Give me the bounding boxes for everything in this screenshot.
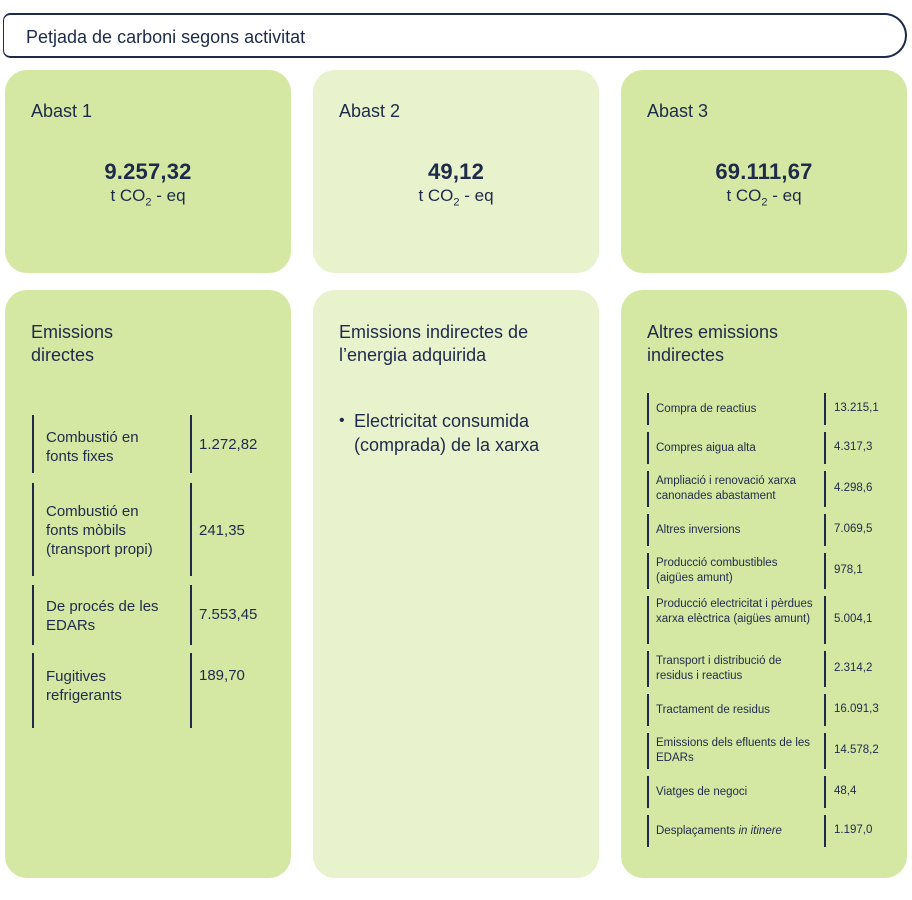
divider	[190, 415, 192, 473]
row-value: 1.272,82	[199, 436, 258, 453]
divider	[32, 653, 34, 728]
page-title: Petjada de carboni segons activitat	[26, 27, 306, 47]
divider	[647, 393, 649, 425]
divider	[647, 514, 649, 546]
row-label: Compra de reactius	[656, 403, 757, 415]
direct-emissions-card: Emissions directes Combustió en fonts fi…	[5, 290, 291, 878]
abast-3-card: Abast 3 69.111,67 t CO2 - eq	[621, 70, 907, 273]
row-label: Desplaçaments in itinere	[656, 825, 782, 837]
row-value: 189,70	[199, 667, 245, 684]
row-value: 7.069,5	[834, 523, 873, 535]
bullet-icon: •	[339, 412, 345, 429]
divider	[824, 393, 826, 425]
row-label: Emissions dels efluents de les EDARs	[656, 737, 811, 764]
divider	[824, 553, 826, 589]
list-item: Transport i distribució de residus i rea…	[647, 651, 887, 687]
divider	[190, 653, 192, 728]
divider	[647, 694, 649, 726]
section-title: Emissions indirectes de l’energia adquir…	[339, 322, 529, 365]
list-item: Compres aigua alta 4.317,3	[647, 432, 887, 464]
row-value: 16.091,3	[834, 703, 879, 715]
abast-1-card: Abast 1 9.257,32 t CO2 - eq	[5, 70, 291, 273]
list-item: Ampliació i renovació xarxa canonades ab…	[647, 471, 887, 507]
row-label: Compres aigua alta	[656, 442, 756, 454]
row-value: 13.215,1	[834, 402, 879, 414]
abast-value: 9.257,32	[104, 159, 192, 184]
energy-emissions-card: Emissions indirectes de l’energia adquir…	[313, 290, 599, 878]
list-item: Fugitives refrigerants 189,70	[32, 653, 272, 728]
divider	[647, 553, 649, 589]
list-item: Compra de reactius 13.215,1	[647, 393, 887, 425]
row-value: 978,1	[834, 564, 863, 576]
divider	[190, 585, 192, 645]
row-value: 1.197,0	[834, 824, 873, 836]
abast-unit: t CO2 - eq	[418, 186, 494, 209]
list-item: Viatges de negoci 48,4	[647, 776, 887, 808]
divider	[647, 815, 649, 847]
row-label: Tractament de residus	[656, 704, 770, 716]
divider	[824, 596, 826, 644]
row-value: 14.578,2	[834, 744, 879, 756]
row-label: Fugitives refrigerants	[46, 668, 122, 704]
header-banner: Petjada de carboni segons activitat	[3, 13, 907, 58]
list-item: Emissions dels efluents de les EDARs 14.…	[647, 733, 887, 769]
list-item: • Electricitat consumida (comprada) de l…	[339, 409, 594, 457]
list-item: Producció combustibles (aigües amunt) 97…	[647, 553, 887, 589]
divider	[32, 483, 34, 576]
divider	[824, 432, 826, 464]
abast-2-card: Abast 2 49,12 t CO2 - eq	[313, 70, 599, 273]
divider	[190, 483, 192, 576]
divider	[647, 471, 649, 507]
list-item: Desplaçaments in itinere 1.197,0	[647, 815, 887, 847]
row-label: Combustió en fonts mòbils (transport pro…	[46, 503, 153, 558]
divider	[824, 651, 826, 687]
row-value: 4.317,3	[834, 441, 873, 453]
list-item: Combustió en fonts fixes 1.272,82	[32, 415, 272, 473]
divider	[824, 471, 826, 507]
abast-unit: t CO2 - eq	[726, 186, 802, 209]
list-item: Combustió en fonts mòbils (transport pro…	[32, 483, 272, 576]
row-label: Transport i distribució de residus i rea…	[656, 655, 782, 682]
list-item: Producció electricitat i pèrdues xarxa e…	[647, 596, 887, 644]
abast-label: Abast 1	[31, 101, 93, 121]
abast-value: 49,12	[427, 159, 485, 184]
divider	[824, 815, 826, 847]
item-text: Electricitat consumida (comprada) de la …	[354, 411, 540, 455]
row-value: 7.553,45	[199, 606, 258, 623]
divider	[824, 514, 826, 546]
section-title: Emissions directes	[31, 322, 114, 365]
row-value: 241,35	[199, 522, 245, 539]
divider	[32, 585, 34, 645]
divider	[824, 694, 826, 726]
row-label: Producció electricitat i pèrdues xarxa e…	[656, 598, 813, 625]
divider	[824, 733, 826, 769]
row-value: 4.298,6	[834, 482, 873, 494]
row-label: Ampliació i renovació xarxa canonades ab…	[656, 475, 796, 502]
abast-value: 69.111,67	[715, 159, 813, 184]
row-label: De procés de les EDARs	[46, 598, 159, 634]
divider	[824, 776, 826, 808]
other-emissions-card: Altres emissions indirectes Compra de re…	[621, 290, 907, 878]
divider	[647, 733, 649, 769]
list-item: Tractament de residus 16.091,3	[647, 694, 887, 726]
list-item: Altres inversions 7.069,5	[647, 514, 887, 546]
abast-label: Abast 3	[647, 101, 709, 121]
abast-unit: t CO2 - eq	[110, 186, 186, 209]
row-label: Viatges de negoci	[656, 786, 748, 798]
section-title: Altres emissions indirectes	[647, 322, 779, 365]
row-value: 2.314,2	[834, 662, 873, 674]
row-label: Combustió en fonts fixes	[46, 429, 139, 465]
divider	[647, 651, 649, 687]
row-value: 48,4	[834, 785, 857, 797]
row-value: 5.004,1	[834, 613, 873, 625]
divider	[647, 776, 649, 808]
divider	[647, 432, 649, 464]
row-label: Producció combustibles (aigües amunt)	[656, 557, 778, 584]
row-label: Altres inversions	[656, 524, 741, 536]
list-item: De procés de les EDARs 7.553,45	[32, 585, 272, 645]
divider	[32, 415, 34, 473]
divider	[647, 596, 649, 644]
abast-label: Abast 2	[339, 101, 401, 121]
